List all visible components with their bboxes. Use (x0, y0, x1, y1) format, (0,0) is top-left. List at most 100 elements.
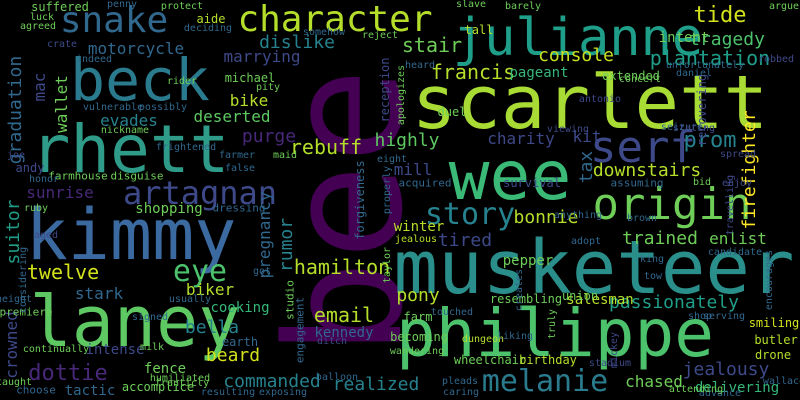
word-stating: stating (672, 123, 716, 134)
word-crowned: crowned (2, 311, 21, 379)
word-brown: brown (626, 213, 658, 224)
word-disguise: disguise (110, 169, 164, 183)
word-prom: prom (683, 128, 737, 153)
word-intense: intense (85, 342, 145, 358)
word-humiliated: humiliated (149, 373, 211, 384)
word-email: email (313, 303, 375, 327)
word-bike: bike (229, 91, 269, 110)
word-sunrise: sunrise (26, 183, 94, 202)
word-wallet: wallet (52, 75, 71, 133)
word-rhett: rhett (30, 111, 230, 188)
word-survival: survival (503, 176, 561, 190)
word-snake: snake (59, 0, 169, 41)
word-ruby: ruby (23, 203, 49, 214)
word-balloon: balloon (315, 372, 359, 383)
word-wallace: wallace (762, 376, 800, 387)
word-michael: michael (224, 71, 276, 85)
word-liking: liking (496, 331, 534, 342)
word-continually: continually (22, 344, 90, 355)
word-somehow: somehow (302, 27, 346, 38)
word-farm: farm (403, 310, 433, 324)
word-story: story (424, 197, 516, 232)
word-heard: heard (404, 60, 436, 71)
word-enlist: enlist (709, 229, 767, 248)
word-winter: winter (393, 219, 445, 235)
word-butler: butler (754, 333, 798, 347)
word-union: union (561, 289, 599, 303)
word-pony: pony (396, 285, 440, 306)
word-origin: origin (592, 179, 752, 230)
word-shop: shop (687, 311, 713, 322)
word-salesman: salesman (566, 292, 634, 308)
word-jealous: jealous (394, 234, 438, 245)
word-kennedy: kennedy (314, 325, 374, 341)
word-motorcycle: motorcycle (87, 39, 185, 58)
word-mickey: mickey (609, 331, 620, 369)
word-francis: francis (430, 60, 516, 84)
word-stadium: stadium (588, 358, 632, 369)
word-slave: slave (455, 0, 487, 10)
word-serf: serf (590, 122, 696, 173)
word-creates: creates (514, 268, 525, 312)
word-console: console (538, 45, 614, 66)
word-seizure: seizure (660, 122, 704, 133)
word-scarlett: scarlett (411, 60, 769, 146)
word-enjoy: enjoy (721, 178, 753, 189)
word-forgiveness: forgiveness (353, 160, 367, 240)
word-reception: reception (378, 57, 392, 123)
word-dislike: dislike (259, 32, 335, 53)
word-stark: stark (74, 284, 124, 303)
word-artagnan: artagnan (122, 174, 278, 212)
word-anything: anything (553, 210, 603, 221)
word-realized: realized (332, 374, 420, 395)
word-honor: honor (28, 174, 60, 185)
word-bella: bella (184, 317, 240, 338)
word-philippe: philippe (396, 295, 714, 372)
word-farmhouse: farmhouse (48, 169, 108, 183)
word-reject: reject (361, 30, 399, 41)
word-dungeon: dungeon (461, 334, 505, 345)
word-tall: tall (464, 23, 494, 37)
word-pity: pity (255, 82, 281, 93)
word-got: got (252, 266, 272, 277)
word-plantation: plantation (649, 46, 771, 70)
word-deserted: deserted (193, 107, 271, 126)
word-taylor: taylor (382, 246, 393, 284)
word-usually: usually (168, 294, 212, 305)
word-viewing: viewing (546, 124, 590, 135)
word-biker: biker (185, 280, 235, 299)
word-protect: protect (160, 1, 204, 12)
word-indeed: indeed (75, 54, 113, 65)
word-possibly: possibly (138, 102, 188, 113)
word-tow: tow (643, 271, 663, 282)
word-false: false (224, 163, 256, 174)
word-wandering: wandering (389, 346, 445, 357)
word-height: height (0, 294, 33, 305)
word-pleads: pleads (441, 376, 479, 387)
word-accomplice: accomplice (121, 380, 195, 394)
word-tragedy: tragedy (689, 29, 765, 50)
word-pageant: pageant (509, 65, 569, 81)
word-concert: concert (618, 74, 662, 85)
word-becoming: becoming (390, 330, 448, 344)
word-truly: truly (547, 308, 558, 340)
word-resembling: resembling (489, 292, 563, 306)
word-cooking: cooking (210, 300, 270, 316)
word-aged: aged (33, 230, 59, 241)
word-smiling: smiling (748, 316, 800, 330)
word-extended: extended (602, 69, 660, 83)
word-musketeer: musketeer (393, 225, 795, 311)
word-eight: eight (376, 154, 408, 165)
word-candidate: candidate (707, 247, 763, 258)
word-fence: fence (143, 361, 187, 377)
word-signed: signed (131, 312, 169, 323)
word-downstairs: downstairs (592, 160, 702, 181)
word-laney: laney (29, 281, 241, 363)
word-mill: mill (393, 160, 433, 179)
word-trained: trained (622, 228, 698, 249)
word-mac: mac (30, 72, 49, 102)
word-king: king (639, 254, 665, 265)
word-travelling: travelling (725, 174, 736, 236)
word-ditch: ditch (316, 336, 348, 347)
